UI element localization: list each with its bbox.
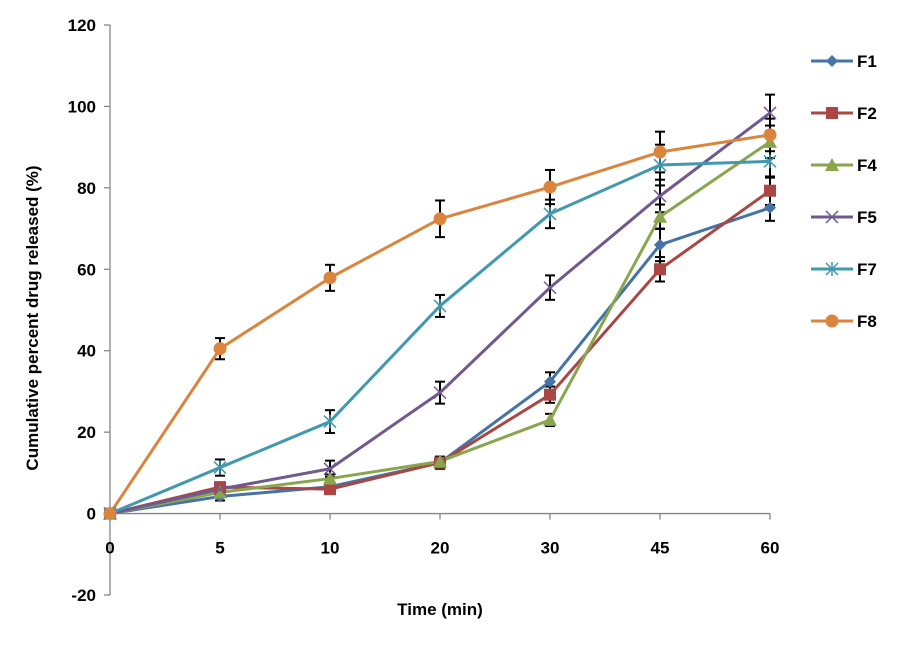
data-point-f8 [213,342,227,356]
data-point-f7 [323,414,337,429]
data-point-f5 [653,189,667,203]
data-point-f2 [764,184,776,197]
x-tick-label: 10 [321,539,340,558]
legend-item-f8: F8 [811,312,877,331]
data-point-f5 [543,281,557,295]
legend: F1 F2 F4 F5 F7 F8 [811,52,877,331]
legend-marker-square-icon [826,107,838,119]
series-markers [103,106,777,521]
data-point-f1 [544,375,556,388]
data-point-f8 [653,145,667,159]
data-point-f1 [654,238,666,251]
x-tick-label: 30 [541,539,560,558]
data-point-f4 [543,412,557,426]
legend-item-f5: F5 [811,208,877,227]
y-tick-label: 80 [77,179,96,198]
x-tick-label: 0 [105,539,114,558]
legend-marker-x-icon [825,210,839,224]
legend-marker-triangle-icon [825,158,839,171]
legend-marker-star-icon [825,262,839,276]
legend-item-f2: F2 [811,104,877,123]
data-point-f4 [653,209,667,223]
data-point-f7 [213,460,227,475]
y-tick-label: 100 [68,97,96,116]
data-point-f1 [764,201,776,214]
x-tick-label: 60 [761,539,780,558]
legend-marker-circle-icon [825,314,839,328]
x-axis-ticks: 0 5 10 20 30 45 60 [105,513,780,558]
data-point-f4 [433,454,447,468]
data-point-f2 [654,263,666,276]
data-point-f5 [213,482,227,496]
legend-label: F5 [857,208,877,227]
data-point-f2 [544,388,556,401]
legend-label: F7 [857,260,877,279]
legend-label: F1 [857,52,877,71]
data-point-f7 [433,298,447,313]
data-point-f5 [433,386,447,400]
data-point-f8 [103,507,117,521]
y-axis-ticks: -20 0 20 40 60 80 100 120 [68,16,110,605]
y-tick-label: 40 [77,342,96,361]
data-point-f4 [213,485,227,499]
data-point-f4 [323,471,337,485]
data-point-f5 [323,462,337,476]
legend-label: F2 [857,104,877,123]
legend-item-f7: F7 [811,260,877,279]
x-tick-label: 45 [651,539,670,558]
legend-item-f4: F4 [811,156,877,175]
y-tick-label: -20 [71,586,96,605]
data-point-f7 [543,206,557,221]
legend-item-f1: F1 [811,52,877,71]
data-point-f7 [763,154,777,169]
legend-marker-diamond-icon [826,55,838,67]
legend-label: F4 [857,156,877,175]
y-tick-label: 0 [87,505,96,524]
x-tick-label: 5 [215,539,224,558]
data-point-f8 [323,271,337,285]
data-point-f8 [543,180,557,194]
data-point-f2 [324,483,336,496]
y-tick-label: 60 [77,260,96,279]
legend-label: F8 [857,312,877,331]
data-point-f8 [763,128,777,142]
x-tick-label: 20 [431,539,450,558]
x-axis-title: Time (min) [397,600,483,619]
data-point-f8 [433,212,447,226]
y-tick-label: 20 [77,423,96,442]
data-point-f7 [653,158,667,173]
data-point-f5 [763,106,777,120]
y-tick-label: 120 [68,16,96,35]
y-axis-title: Cumulative percent drug released (%) [23,165,42,470]
